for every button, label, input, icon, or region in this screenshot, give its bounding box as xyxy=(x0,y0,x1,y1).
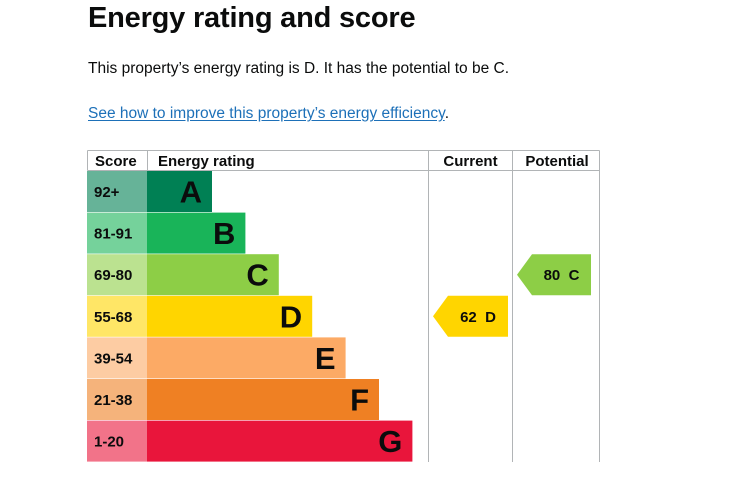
link-suffix: . xyxy=(444,105,449,122)
current-rating-arrow xyxy=(433,295,508,337)
score-range-a: 92+ xyxy=(94,184,120,201)
header-energy-rating: Energy rating xyxy=(158,153,255,170)
rating-bands: 92+ A 81-91 B 69-80 C 55-68 D 39-54 E 21-38 F 1-20 G xyxy=(87,171,413,462)
header-current: Current xyxy=(443,153,497,170)
score-cell-b xyxy=(87,212,147,254)
rating-letter-b: B xyxy=(213,216,235,251)
rating-letter-d: D xyxy=(280,299,302,334)
rating-arrows: 62 D 80 C xyxy=(433,254,591,337)
chart-grid xyxy=(87,150,600,462)
score-range-e: 39-54 xyxy=(94,350,133,367)
rating-letter-c: C xyxy=(246,258,268,293)
rating-bar-e xyxy=(147,337,346,379)
score-range-c: 69-80 xyxy=(94,267,132,284)
rating-bar-c xyxy=(147,254,279,296)
score-range-d: 55-68 xyxy=(94,309,132,326)
rating-bar-d xyxy=(147,295,313,337)
score-cell-c xyxy=(87,254,147,296)
rating-summary: This property’s energy rating is D. It h… xyxy=(88,60,510,77)
improve-link-line: See how to improve this property’s energ… xyxy=(88,103,449,125)
score-range-f: 21-38 xyxy=(94,392,132,409)
potential-rating-label: 80 C xyxy=(544,267,580,284)
rating-letter-e: E xyxy=(315,341,336,376)
score-cell-e xyxy=(87,337,147,379)
rating-bar-a xyxy=(147,171,212,212)
rating-letter-a: A xyxy=(180,175,202,210)
score-cell-g xyxy=(87,420,147,462)
score-range-b: 81-91 xyxy=(94,226,132,243)
rating-bar-b xyxy=(147,212,246,254)
page-title: Energy rating and score xyxy=(88,2,416,34)
improve-efficiency-link[interactable]: See how to improve this property’s energ… xyxy=(88,105,445,122)
rating-bar-f xyxy=(147,379,379,420)
header-score: Score xyxy=(95,153,137,170)
potential-rating-arrow xyxy=(517,254,591,296)
header-potential: Potential xyxy=(525,153,588,170)
rating-bar-g xyxy=(147,420,413,462)
rating-letter-f: F xyxy=(350,383,369,418)
current-rating-label: 62 D xyxy=(460,309,496,326)
score-cell-f xyxy=(87,379,147,420)
score-range-g: 1-20 xyxy=(94,434,124,451)
rating-letter-g: G xyxy=(378,424,402,459)
score-cell-a xyxy=(87,171,147,212)
score-cell-d xyxy=(87,295,147,337)
